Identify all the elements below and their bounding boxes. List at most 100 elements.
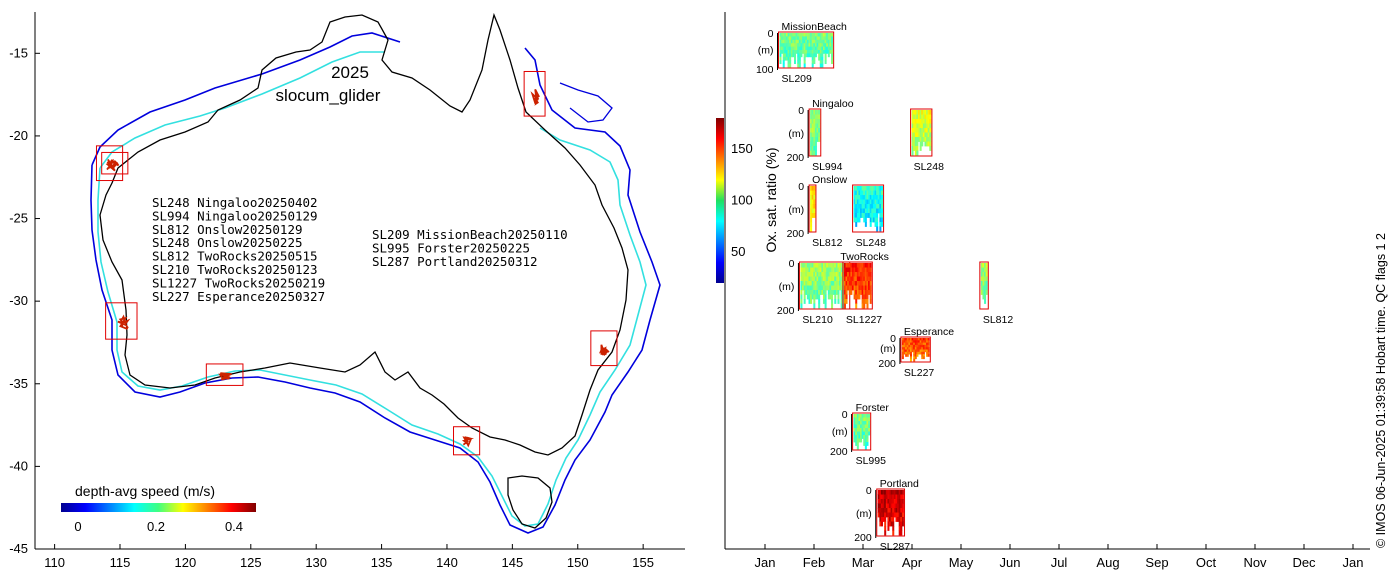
oxygen-cell: [926, 338, 929, 341]
oxygen-cell: [861, 208, 864, 214]
oxygen-cell: [853, 281, 856, 286]
oxygen-cell: [800, 272, 803, 277]
oxygen-cell: [906, 338, 909, 341]
oxygen-cell: [866, 186, 869, 191]
oxygen-cell: [866, 417, 869, 422]
oxygen-cell: [900, 517, 903, 522]
oxygen-cell: [980, 276, 983, 282]
oxygen-cell: [848, 272, 851, 277]
oxygen-cell: [810, 217, 813, 223]
oxygen-cell: [827, 281, 830, 286]
oxygen-cell: [885, 494, 888, 500]
speed-colorbar-ticks: 0 0.2 0.4: [74, 519, 243, 534]
oxygen-cell: [813, 276, 816, 282]
oxygen-cell: [821, 276, 824, 282]
oxygen-cell: [824, 33, 827, 37]
oxygen-cell: [922, 342, 925, 346]
oxygen-cell: [790, 50, 793, 54]
oxygen-cell: [779, 53, 782, 58]
oxygen-cell: [864, 281, 867, 286]
oxygen-cell: [800, 285, 803, 291]
oxygen-cell: [806, 36, 809, 41]
oxygen-cell: [900, 508, 903, 513]
oxygen-cell: [816, 267, 819, 273]
oxygen-cell: [856, 421, 859, 425]
oxygen-cell: [861, 294, 864, 300]
oxygen-cell: [824, 46, 827, 51]
oxygen-cell: [858, 421, 861, 425]
oxygen-cell: [980, 281, 983, 286]
oxygen-cell: [877, 499, 880, 504]
oxygen-cell: [848, 285, 851, 291]
oxygen-cell: [813, 290, 816, 295]
oxygen-cell: [861, 263, 864, 268]
oxygen-cell: [879, 217, 882, 223]
oxygen-cell: [866, 428, 869, 432]
oxygen-cell: [803, 53, 806, 58]
oxygen-cell: [810, 267, 813, 273]
oxygen-cell: [811, 190, 814, 196]
oxygen-cell: [908, 349, 911, 353]
oxygen-cell: [784, 53, 787, 58]
oxygen-cell: [814, 294, 817, 300]
oxygen-cell: [861, 414, 864, 418]
map-y-tick-label: -35: [9, 376, 28, 391]
oxygen-cell: [892, 512, 895, 518]
oxygen-cell: [885, 503, 888, 509]
oxygen-cell: [895, 503, 898, 509]
oxygen-cell: [813, 195, 816, 200]
oxygen-cell: [866, 276, 869, 282]
oxygen-cell: [850, 272, 853, 277]
oxygen-cell: [909, 356, 912, 360]
oxygen-cell: [831, 263, 834, 268]
oxygen-cell: [864, 186, 867, 191]
oxygen-cell: [816, 137, 819, 142]
oxygen-cell: [927, 123, 930, 129]
oxygen-cell: [824, 43, 827, 47]
oxygen-cell: [927, 354, 930, 357]
oxygen-cell: [851, 263, 854, 268]
oxygen-cell: [895, 490, 898, 495]
oxygen-cell: [980, 263, 983, 268]
oxygen-cell: [827, 33, 830, 37]
oxygen-cell: [789, 36, 792, 41]
isobath-200m-line: [97, 51, 647, 527]
oxygen-cell: [811, 267, 814, 273]
oxygen-cell: [843, 263, 846, 268]
oxygen-cell: [911, 114, 914, 120]
oxygen-cell: [805, 276, 808, 282]
oxygen-cell: [839, 276, 842, 282]
oxygen-cell: [787, 39, 790, 44]
oxygen-cell: [787, 33, 790, 37]
oxygen-cell: [916, 354, 919, 357]
oxygen-cell: [919, 344, 922, 348]
oxygen-cell: [843, 299, 846, 304]
oxygen-cell: [868, 272, 871, 277]
oxygen-cell: [914, 340, 917, 343]
oxygen-cell: [855, 195, 858, 200]
oxygen-cell: [982, 285, 985, 291]
oxygen-cell: [919, 141, 922, 147]
oxygen-cell: [847, 272, 850, 277]
oxygen-cell: [868, 186, 871, 191]
oxygen-cell: [880, 222, 883, 227]
oxygen-cell: [814, 132, 817, 138]
oxygen-cell: [853, 424, 856, 429]
oxygen-cell: [898, 526, 901, 531]
oxygen-cell: [980, 290, 983, 295]
oxygen-cell: [924, 123, 927, 129]
oxygen-cell: [909, 349, 912, 353]
panel-depth-unit: (m): [788, 128, 804, 140]
oxygen-cell: [866, 285, 869, 291]
oxygen-cell: [818, 285, 821, 291]
oxygen-cell: [869, 217, 872, 223]
oxygen-cell: [814, 110, 817, 115]
oxygen-cell: [893, 503, 896, 509]
oxygen-cell: [811, 195, 814, 200]
oxygen-cell: [901, 494, 904, 500]
oxygen-cell: [831, 56, 834, 61]
oxygen-cell: [922, 119, 925, 124]
oxygen-cell: [797, 56, 800, 61]
oxygen-cell: [779, 60, 782, 64]
